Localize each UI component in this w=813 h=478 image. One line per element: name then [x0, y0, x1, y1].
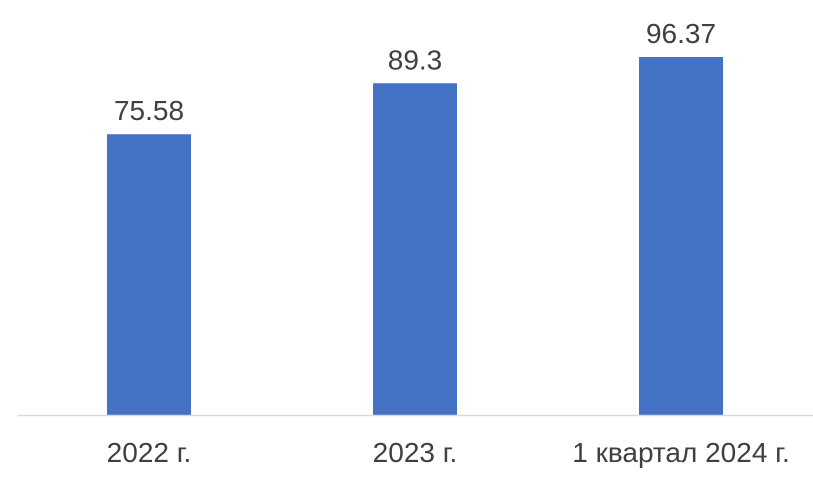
- bar-1: [107, 134, 191, 416]
- data-label-2: 89.3: [388, 44, 443, 75]
- x-tick-label-3: 1 квартал 2024 г.: [572, 437, 790, 468]
- data-labels-group: 75.58 89.3 96.37: [114, 18, 716, 126]
- x-tick-label-2: 2023 г.: [373, 437, 458, 468]
- data-label-1: 75.58: [114, 95, 184, 126]
- x-tick-label-1: 2022 г.: [107, 437, 192, 468]
- data-label-3: 96.37: [646, 18, 716, 49]
- bar-2: [373, 83, 457, 416]
- x-tick-labels-group: 2022 г. 2023 г. 1 квартал 2024 г.: [107, 437, 790, 468]
- bars-group: [107, 57, 723, 416]
- bar-3: [639, 57, 723, 415]
